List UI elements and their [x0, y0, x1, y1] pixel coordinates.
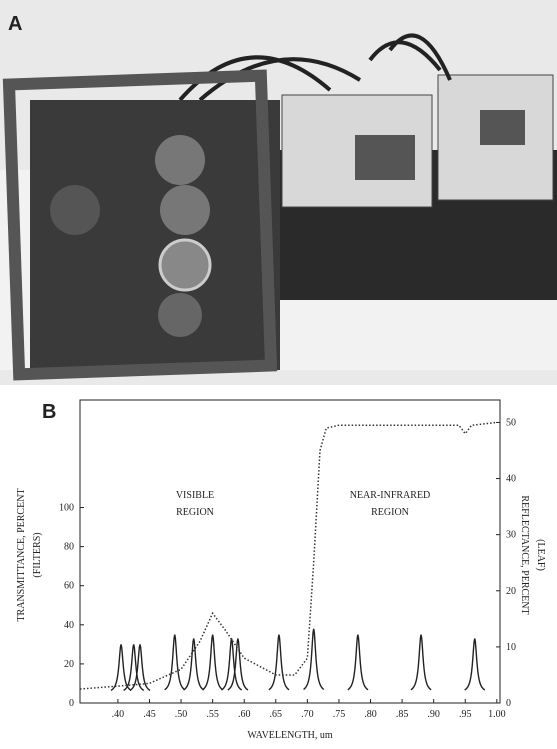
- filter-curve: [110, 644, 132, 691]
- filter-curve: [164, 634, 186, 691]
- plot-frame: [79, 399, 501, 704]
- x-tick-label: .75: [333, 709, 346, 720]
- x-tick-label: .80: [364, 709, 377, 720]
- y2-tick-label: 40: [506, 474, 516, 485]
- filter-curve: [129, 644, 151, 691]
- filter-curve: [347, 634, 369, 691]
- panel-label: B: [42, 401, 56, 423]
- x-tick-label: .40: [112, 709, 125, 720]
- x-tick-label: 1.00: [488, 709, 506, 720]
- y-tick-label: 60: [64, 581, 74, 592]
- x-tick-label: .70: [301, 709, 314, 720]
- filter-curve: [303, 628, 325, 690]
- chart: .40 .45 .50 .55 .60 .65 .70 .75 .80 .85 .90 .95 1.00…: [16, 417, 546, 741]
- y-tick-label: 80: [64, 542, 74, 553]
- x-axis-label: WAVELENGTH, um: [247, 730, 333, 741]
- y2-tick-label: 0: [506, 698, 511, 709]
- x-tick-label: .85: [396, 709, 409, 720]
- photo: [0, 33, 557, 381]
- annotation: NEAR-INFRARED: [350, 490, 431, 501]
- x-tick-label: .45: [143, 709, 156, 720]
- x-tick-label: .50: [175, 709, 188, 720]
- y2-tick-label: 50: [506, 417, 516, 428]
- x-tick-label: .95: [459, 709, 472, 720]
- y2-tick-label: 20: [506, 586, 516, 597]
- filter-curve: [123, 644, 145, 691]
- annotation: REGION: [371, 507, 409, 518]
- filter-curve: [202, 634, 224, 691]
- y2-axis-label: (LEAF): [535, 539, 546, 571]
- panel-label: A: [8, 13, 22, 35]
- x-tick-label: .55: [206, 709, 219, 720]
- y-axis-label: TRANSMITTANCE, PERCENT: [16, 488, 27, 621]
- x-tick-label: .90: [427, 709, 440, 720]
- y-tick-label: 20: [64, 659, 74, 670]
- y2-axis-label: REFLECTANCE, PERCENT: [519, 495, 530, 614]
- filter-curve: [183, 638, 205, 691]
- x-tick-label: .65: [270, 709, 283, 720]
- y-axis-label: (FILTERS): [32, 532, 43, 577]
- leaf-reflectance: [79, 421, 497, 690]
- filter-curve: [227, 638, 249, 691]
- annotation: VISIBLE: [176, 490, 214, 501]
- filter-curve: [410, 634, 432, 691]
- y2-tick-label: 10: [506, 642, 516, 653]
- y-tick-label: 40: [64, 620, 74, 631]
- y-tick-label: 100: [59, 503, 74, 514]
- y2-tick-label: 30: [506, 530, 516, 541]
- y-tick-label: 0: [69, 698, 74, 709]
- filter-curve: [268, 634, 290, 691]
- filter-curve: [464, 638, 486, 691]
- x-tick-label: .60: [238, 709, 251, 720]
- annotation: REGION: [176, 507, 214, 518]
